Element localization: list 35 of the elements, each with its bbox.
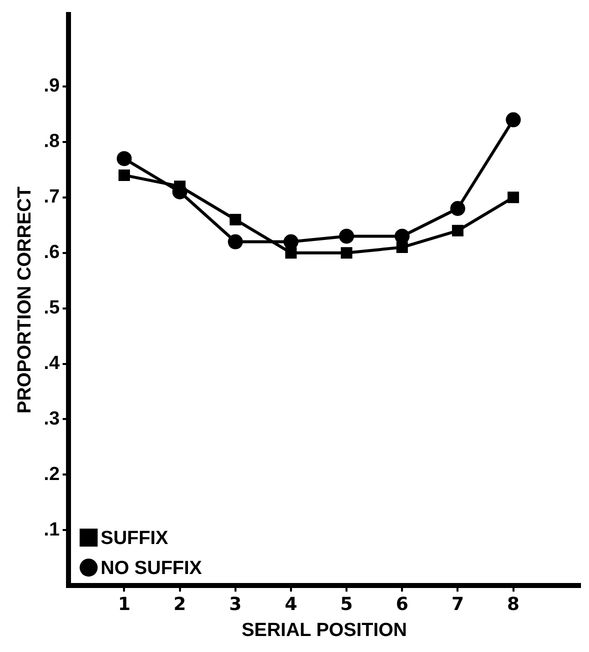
point [452,224,464,236]
point [339,228,354,244]
x-tick-label: 8 [507,594,520,616]
y-tick-label: .7 [44,186,60,208]
legend-label: SUFFIX [100,528,169,549]
y-tick-label: .6 [44,242,60,264]
y-axis-title: PROPORTION CORRECT [14,186,36,414]
x-tick-label: 4 [284,594,298,616]
x-tick-label: 6 [396,594,408,616]
point [228,234,243,250]
x-tick-label: 7 [451,594,464,616]
y-tick-label: .3 [44,408,60,430]
y-tick-label: .1 [44,519,60,540]
point [396,242,408,254]
point [394,228,410,244]
legend-label: NO SUFFIX [100,558,202,579]
x-tick-label: 1 [118,594,130,616]
point [230,214,242,226]
x-tick-label: 3 [229,594,242,616]
x-axis-title: SERIAL POSITION [242,620,408,641]
point [506,112,521,128]
y-tick-label: .2 [44,464,60,485]
y-tick-label: .8 [44,131,60,152]
point [340,247,352,259]
point [450,200,466,216]
point [118,169,130,181]
point [116,151,132,166]
point [285,247,297,259]
point [283,234,298,250]
y-tick-label: .5 [44,298,60,319]
x-tick-label: 5 [340,594,353,616]
y-tick-label: .4 [44,353,60,374]
x-tick-label: 2 [174,594,186,616]
y-tick-label: .9 [44,76,60,97]
point [508,192,520,204]
